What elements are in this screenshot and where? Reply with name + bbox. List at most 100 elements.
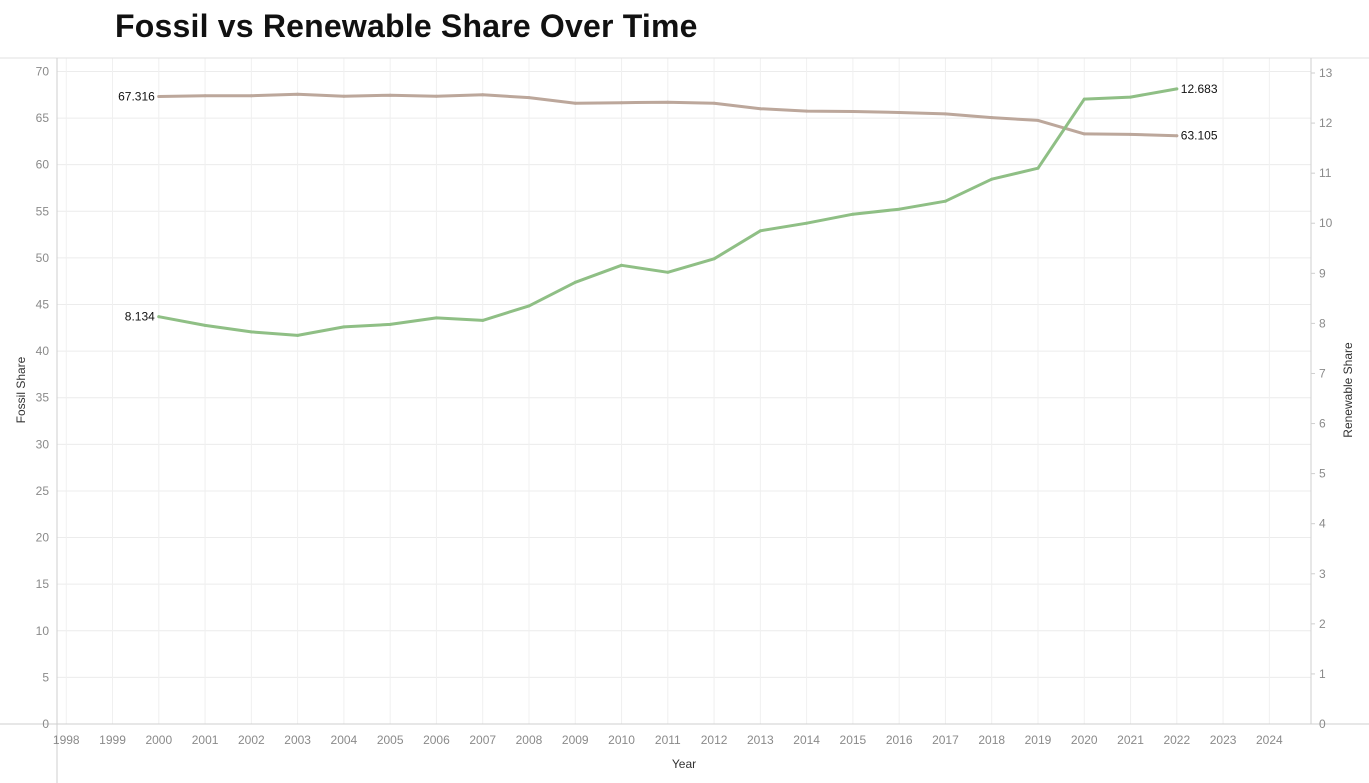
data-point <box>712 101 716 105</box>
x-tick-label: 2017 <box>932 733 959 747</box>
data-point <box>157 315 161 319</box>
data-point <box>1175 87 1179 91</box>
x-tick-label: 2010 <box>608 733 635 747</box>
data-point <box>758 229 762 233</box>
data-point <box>203 323 207 327</box>
right-y-tick-label: 5 <box>1319 467 1326 481</box>
x-axis-title: Year <box>672 757 696 771</box>
data-point <box>990 177 994 181</box>
x-tick-label: 2019 <box>1025 733 1052 747</box>
x-tick-label: 2015 <box>840 733 867 747</box>
data-point <box>434 94 438 98</box>
right-y-tick-label: 7 <box>1319 366 1326 380</box>
data-point <box>1129 95 1132 99</box>
left-y-axis-title: Fossil Share <box>14 356 28 423</box>
left-y-tick-label: 55 <box>36 204 50 218</box>
data-point <box>712 257 716 261</box>
data-point <box>1175 134 1179 138</box>
data-point <box>249 330 253 334</box>
right-y-tick-label: 9 <box>1319 266 1326 280</box>
data-point <box>342 94 346 98</box>
left-y-tick-label: 65 <box>36 111 50 125</box>
left-y-tick-label: 50 <box>36 251 50 265</box>
x-tick-label: 2011 <box>655 733 681 747</box>
data-point <box>805 221 809 225</box>
data-point <box>157 95 161 98</box>
x-axis: 1998 1999 2000 2001 2002 2003 2004 2005 2006 2007… <box>53 733 1283 747</box>
data-point <box>481 318 485 322</box>
data-point <box>296 92 300 96</box>
end-data-label: 63.105 <box>1181 129 1218 143</box>
x-tick-label: 2021 <box>1117 733 1144 747</box>
data-point <box>943 112 947 116</box>
series-lines <box>157 87 1179 337</box>
x-tick-label: 2014 <box>793 733 820 747</box>
right-y-tick-label: 0 <box>1319 717 1326 731</box>
right-y-tick-label: 3 <box>1319 567 1326 581</box>
data-labels: 67.316 63.105 8.134 12.683 <box>118 82 1218 324</box>
data-point <box>203 94 207 98</box>
data-point <box>666 270 670 274</box>
right-y-tick-label: 6 <box>1319 417 1326 431</box>
left-y-tick-label: 40 <box>36 344 50 358</box>
data-point <box>851 212 855 216</box>
data-point <box>1036 118 1040 122</box>
data-point <box>758 107 762 111</box>
x-tick-label: 2005 <box>377 733 404 747</box>
x-tick-label: 2004 <box>331 733 358 747</box>
gridlines <box>57 58 1311 724</box>
x-tick-label: 2002 <box>238 733 265 747</box>
x-tick-label: 2006 <box>423 733 450 747</box>
left-y-tick-label: 45 <box>36 298 50 312</box>
data-point <box>249 94 253 98</box>
x-tick-label: 2009 <box>562 733 589 747</box>
data-point <box>434 316 438 320</box>
x-tick-label: 2001 <box>192 733 219 747</box>
data-point <box>342 325 346 329</box>
data-point <box>1082 97 1086 101</box>
data-point <box>897 207 901 211</box>
right-y-tick-label: 4 <box>1319 517 1326 531</box>
left-y-axis: 0 5 10 15 20 25 30 35 40 45 50 55 60 65 70 <box>36 64 50 731</box>
x-tick-label: 2000 <box>145 733 172 747</box>
x-tick-label: 2023 <box>1210 733 1237 747</box>
x-tick-label: 2020 <box>1071 733 1098 747</box>
data-point <box>990 116 994 120</box>
data-point <box>1082 132 1086 136</box>
x-tick-label: 2012 <box>701 733 728 747</box>
data-point <box>897 111 901 114</box>
left-y-tick-label: 25 <box>36 484 50 498</box>
right-y-tick-label: 8 <box>1319 316 1326 330</box>
right-y-tick-label: 2 <box>1319 617 1326 631</box>
left-y-tick-label: 0 <box>42 717 49 731</box>
right-y-tick-label: 10 <box>1319 216 1333 230</box>
x-tick-label: 2003 <box>284 733 311 747</box>
left-y-tick-label: 60 <box>36 158 50 172</box>
right-y-tick-label: 13 <box>1319 66 1333 80</box>
right-y-tick-label: 12 <box>1319 116 1333 130</box>
right-y-axis-title: Renewable Share <box>1341 342 1355 438</box>
data-point <box>481 93 485 97</box>
data-point <box>805 109 809 113</box>
right-y-tick-label: 11 <box>1319 166 1332 180</box>
data-point <box>527 96 531 100</box>
data-point <box>388 322 392 326</box>
data-point <box>388 93 392 97</box>
data-point <box>573 280 577 284</box>
data-point <box>620 263 623 267</box>
x-tick-label: 1999 <box>99 733 126 747</box>
right-y-tick-label: 1 <box>1319 667 1326 681</box>
left-y-tick-label: 10 <box>36 624 50 638</box>
x-tick-label: 2007 <box>469 733 496 747</box>
left-y-tick-label: 15 <box>36 577 50 591</box>
end-data-label: 12.683 <box>1181 82 1218 96</box>
data-point <box>666 100 670 104</box>
data-point <box>573 101 577 105</box>
data-point <box>296 333 300 337</box>
x-tick-label: 2024 <box>1256 733 1283 747</box>
x-tick-label: 2008 <box>516 733 543 747</box>
data-point <box>527 304 531 308</box>
x-tick-label: 2013 <box>747 733 774 747</box>
